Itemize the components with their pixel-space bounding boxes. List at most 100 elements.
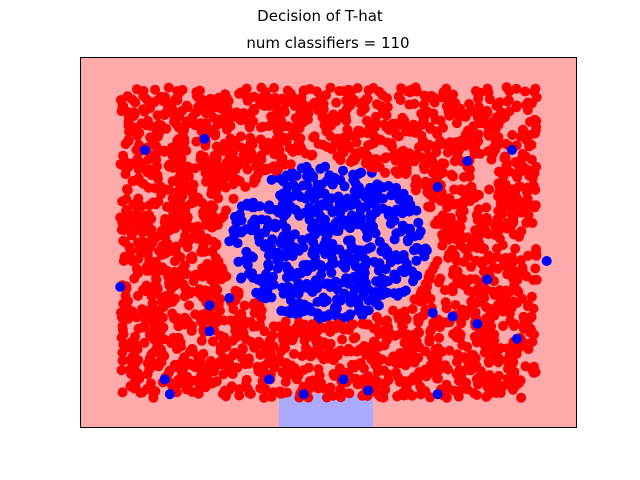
- point-red-2019: [227, 335, 238, 346]
- point-red-2028: [192, 192, 203, 203]
- point-red-2000: [523, 250, 534, 261]
- point-blue-450: [278, 231, 289, 242]
- point-blue-480: [389, 183, 399, 194]
- point-red-1397: [408, 337, 419, 348]
- point-red-2072: [179, 312, 190, 323]
- point-blue-454: [415, 226, 426, 237]
- point-red-2100: [456, 307, 467, 318]
- point-red-1555: [134, 127, 145, 138]
- point-red-2031: [199, 96, 210, 107]
- point-red-1960: [459, 276, 470, 287]
- point-blue-325: [374, 236, 385, 247]
- point-red-2015: [159, 334, 169, 345]
- point-red-852: [371, 312, 382, 322]
- point-red-1979: [415, 389, 426, 400]
- point-red-2154: [188, 375, 199, 386]
- point-red-1894: [498, 306, 509, 317]
- point-red-2042: [118, 314, 129, 325]
- point-red-1550: [429, 260, 440, 271]
- point-red-1298: [248, 177, 259, 188]
- point-red-1242: [151, 336, 162, 347]
- point-red-2198: [471, 360, 482, 371]
- point-red-1702: [473, 204, 484, 215]
- point-red-2160: [372, 376, 383, 387]
- point-blue-487: [231, 226, 242, 237]
- point-red-967: [309, 131, 320, 142]
- point-red-1773: [524, 141, 535, 152]
- point-red-2032: [341, 104, 352, 114]
- point-red-1864: [119, 225, 130, 236]
- point-red-1410: [138, 284, 149, 295]
- point-red-1811: [137, 236, 148, 246]
- point-red-1793: [121, 184, 132, 195]
- point-red-1258: [441, 83, 452, 94]
- point-red-2020: [426, 154, 437, 165]
- point-red-2069: [509, 321, 519, 331]
- point-blue-404: [320, 249, 331, 260]
- point-red-178: [259, 392, 269, 403]
- point-blue-403: [318, 311, 329, 322]
- point-red-2137: [361, 349, 371, 360]
- point-red-1751: [511, 100, 522, 111]
- point-red-2170: [157, 240, 168, 251]
- point-red-2103: [145, 355, 156, 366]
- point-red-972: [190, 309, 201, 320]
- point-blue-444: [329, 172, 340, 183]
- point-red-1466: [331, 116, 342, 127]
- point-red-926: [280, 133, 291, 144]
- point-red-1647: [288, 331, 299, 342]
- point-red-1553: [180, 222, 190, 233]
- point-red-2150: [510, 186, 521, 197]
- point-blue-476: [313, 202, 324, 213]
- point-blue-outlier-21: [159, 374, 170, 385]
- point-blue-518: [392, 254, 403, 265]
- point-red-583: [196, 335, 207, 346]
- point-red-1167: [295, 133, 306, 144]
- point-red-1340: [366, 139, 376, 150]
- point-blue-494: [260, 293, 271, 304]
- point-red-1726: [430, 344, 441, 355]
- point-red-2003: [512, 172, 523, 183]
- point-red-1915: [325, 131, 336, 142]
- point-red-2188: [206, 246, 217, 257]
- point-red-1428: [159, 249, 170, 259]
- point-red-2021: [191, 87, 202, 98]
- point-red-1537: [259, 139, 270, 150]
- point-blue-420: [411, 205, 422, 216]
- point-red-1526: [134, 176, 145, 187]
- point-red-2087: [316, 377, 326, 388]
- point-blue-497: [371, 276, 382, 287]
- point-red-966: [392, 168, 403, 179]
- point-red-1076: [379, 153, 390, 164]
- point-red-2117: [424, 139, 435, 150]
- point-red-1081: [466, 261, 477, 272]
- point-red-1874: [144, 255, 155, 266]
- point-red-1805: [315, 91, 326, 102]
- point-red-2023: [447, 109, 458, 120]
- point-red-1188: [187, 251, 198, 262]
- point-red-1626: [453, 155, 464, 166]
- point-red-1664: [291, 322, 302, 333]
- point-red-2043: [244, 388, 255, 399]
- point-blue-509: [383, 205, 394, 216]
- point-red-2070: [487, 286, 498, 297]
- point-blue-448: [409, 245, 419, 256]
- point-red-1940: [128, 311, 139, 322]
- point-red-1083: [501, 82, 512, 93]
- point-red-1904: [174, 273, 185, 284]
- point-red-1729: [482, 381, 493, 392]
- point-blue-466: [234, 209, 245, 220]
- point-red-1600: [432, 373, 443, 384]
- point-red-2047: [275, 151, 286, 162]
- point-red-2101: [233, 290, 244, 301]
- data-points: [115, 82, 552, 403]
- point-red-1965: [474, 118, 485, 129]
- point-red-1950: [234, 88, 245, 99]
- point-blue-433: [357, 310, 368, 321]
- point-blue-463: [362, 232, 373, 243]
- point-red-2108: [271, 103, 282, 114]
- point-red-1921: [399, 376, 410, 387]
- point-red-1404: [530, 83, 541, 94]
- point-blue-244: [356, 167, 367, 178]
- point-blue-415: [334, 244, 345, 255]
